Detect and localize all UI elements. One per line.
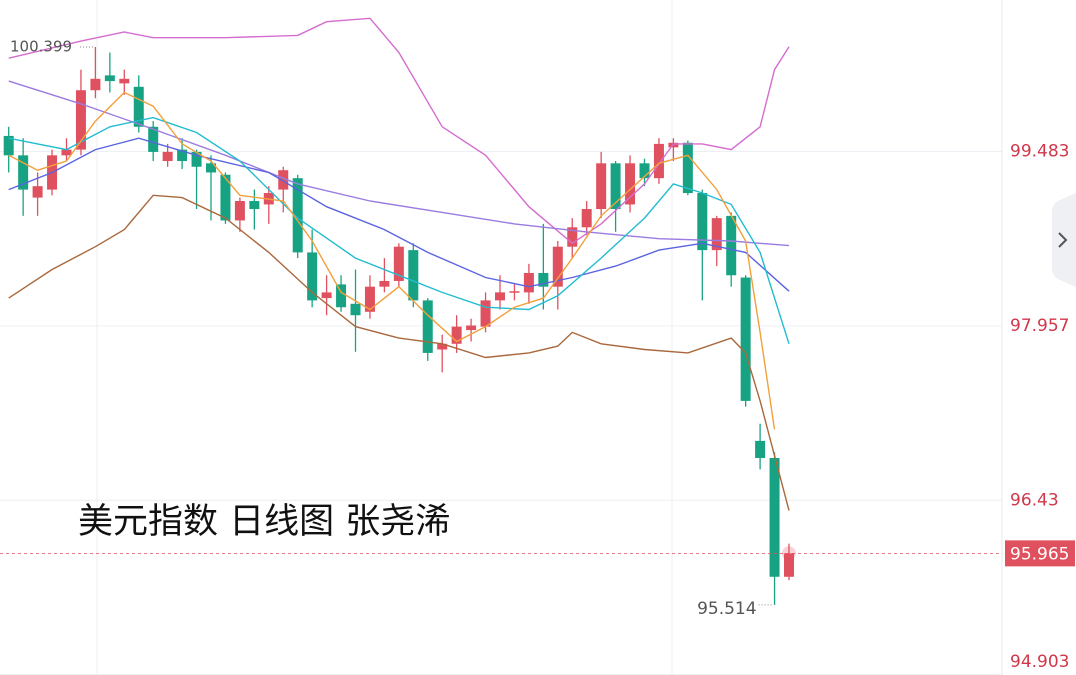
candle-body [610,163,621,210]
candle-body [364,286,375,312]
candle-body [682,142,693,194]
candle-body [3,135,14,156]
chevron-icon[interactable] [1058,232,1068,248]
candle-body [162,151,173,162]
candle-body [206,163,216,173]
candle-body [625,163,636,205]
candle-body [769,457,780,577]
indicator-line [8,80,790,247]
candle-body [119,78,130,84]
candle-body [697,193,708,251]
candle-body [726,215,737,276]
expand-tab[interactable] [1052,193,1076,287]
candle-body [292,178,303,253]
candle-body [422,300,433,353]
candle-body [177,149,188,162]
price-label: 95.965 [1010,544,1069,564]
indicator-line [8,91,776,430]
candle-body [784,553,794,577]
tab-shape[interactable] [1052,193,1076,287]
candle-body [220,174,231,221]
candle-body [653,143,664,179]
candle-body [90,78,101,91]
candle-body [495,292,505,301]
candle-body [509,291,520,293]
candle-body [350,303,361,316]
candle-body [567,227,578,247]
candle-body [307,252,318,301]
candle-body [18,155,29,190]
candle-body [740,277,751,401]
indicator-line [8,137,790,292]
candle-body [480,300,491,327]
candle-body [249,201,260,210]
candle-body [61,149,72,156]
candle-body [523,272,534,293]
chart-title: 美元指数 日线图 张尧浠 [78,502,450,542]
candle-body [466,325,477,331]
candle-body [234,201,245,221]
candle-body [133,86,144,127]
low-label: 95.514 [697,599,756,619]
indicator-line [8,17,790,245]
y-tick-label: 99.483 [1010,142,1069,162]
candle-body [755,440,766,458]
candle-body [32,186,43,198]
candle-body [711,218,722,251]
price-badge [1005,540,1075,567]
candle-body [379,280,390,287]
candle-body [552,246,563,287]
candle-body [538,272,549,287]
candle-body [393,246,404,281]
candle-body [451,326,462,344]
candle-body [278,170,289,190]
price-pulse [782,546,796,561]
candle-body [581,209,592,228]
y-tick-label: 97.957 [1010,316,1069,336]
y-tick-label: 94.903 [1010,652,1069,672]
indicator-line [8,194,790,511]
candle-body [336,284,347,308]
candle-body [75,90,86,150]
candle-body [408,250,419,301]
candle-body [437,343,448,350]
candle-body [596,163,607,210]
indicator-line [8,116,790,345]
high-label: 100.399 [10,37,72,55]
candle-body [191,151,202,167]
candle-body [104,75,115,82]
candle-body [321,292,332,299]
candle-body [639,163,650,179]
y-tick-label: 96.43 [1010,490,1059,510]
candle-body [148,126,159,152]
